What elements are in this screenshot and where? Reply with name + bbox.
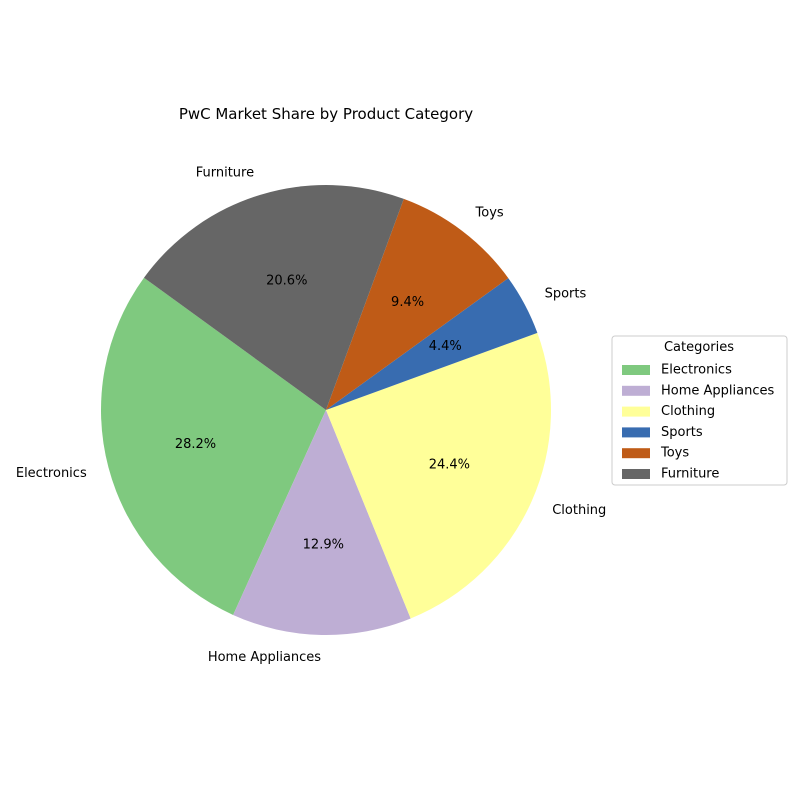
slice-percent-label: 20.6%: [266, 273, 307, 288]
slice-percent-label: 9.4%: [391, 295, 424, 310]
legend-swatch: [622, 427, 650, 438]
pie-slice-furniture: [143, 185, 404, 410]
legend-swatch: [622, 469, 650, 479]
legend-title: Categories: [664, 340, 734, 355]
legend-items: Electronics Home Appliances Clothing Sports…: [622, 363, 774, 482]
legend-swatch: [622, 365, 650, 375]
slice-percent-label: 28.2%: [175, 437, 216, 452]
pie-slice-toys: [326, 198, 509, 410]
pie-slice-clothing: [326, 332, 551, 619]
legend-swatch: [622, 448, 650, 459]
pie-slice-electronics: [100, 277, 326, 615]
slice-percent-label: 4.4%: [429, 339, 462, 354]
pie-slice-home-appliances: [233, 410, 411, 636]
legend-label: Electronics: [661, 363, 732, 378]
slice-category-label: Furniture: [196, 166, 254, 181]
pie-labels: 28.2% Electronics 12.9% Home Appliances 24.4…: [16, 166, 606, 665]
legend: Categories Electronics Home Appliances Clo…: [611, 335, 788, 486]
legend-label: Furniture: [661, 467, 719, 482]
legend-label: Sports: [661, 425, 703, 440]
pie-slices: [100, 185, 551, 636]
legend-swatch: [622, 406, 650, 417]
slice-category-label: Sports: [545, 286, 587, 301]
slice-category-label: Electronics: [16, 466, 87, 481]
slice-percent-label: 12.9%: [303, 537, 344, 552]
legend-label: Home Appliances: [661, 383, 774, 398]
legend-frame: [611, 335, 788, 486]
legend-label: Clothing: [661, 404, 715, 419]
chart-title: PwC Market Share by Product Category: [179, 105, 473, 123]
pie-slice-sports: [326, 278, 538, 410]
legend-swatch: [622, 385, 650, 396]
slice-category-label: Clothing: [552, 503, 606, 518]
legend-label: Toys: [660, 446, 689, 461]
slice-percent-label: 24.4%: [429, 457, 470, 472]
slice-category-label: Home Appliances: [208, 650, 321, 665]
slice-category-label: Toys: [475, 205, 504, 220]
